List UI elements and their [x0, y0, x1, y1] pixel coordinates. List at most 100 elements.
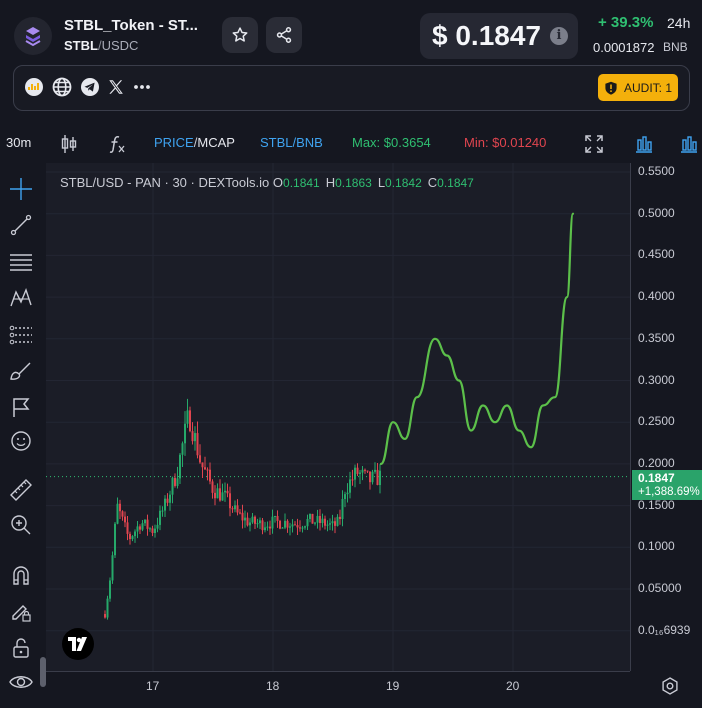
- indicators-button[interactable]: [106, 133, 128, 155]
- candle-body: [169, 494, 171, 503]
- x-tick-label: 20: [506, 679, 520, 693]
- trendline-tool[interactable]: [8, 212, 34, 238]
- favorite-button[interactable]: [222, 17, 258, 53]
- candle-body: [191, 431, 194, 442]
- candle-body: [174, 477, 176, 486]
- fullscreen-button[interactable]: [583, 133, 605, 155]
- candle-body: [371, 471, 374, 483]
- pair-toggle[interactable]: STBL/BNB: [260, 135, 323, 150]
- audit-label: AUDIT: 1: [623, 80, 672, 95]
- dextools-link[interactable]: [24, 77, 44, 97]
- candle-body: [369, 471, 371, 483]
- candle-body: [299, 527, 301, 529]
- share-button[interactable]: [266, 17, 302, 53]
- crosshair-icon: [10, 178, 32, 200]
- price-axis[interactable]: [630, 163, 702, 671]
- candle-body: [366, 470, 369, 472]
- candle-body: [349, 479, 351, 493]
- chart-legend: STBL/USD - PAN · 30 · DEXTools.io O 0.184…: [60, 175, 480, 190]
- interval-selector[interactable]: 30m: [6, 135, 32, 150]
- y-tick-label: 0.5500: [638, 164, 675, 178]
- expand-icon: [585, 135, 603, 153]
- candle-body: [184, 423, 186, 444]
- chart-toolbar: 30m PRICE/MCAP STBL/BNB Max: $0.3654 Min…: [0, 125, 702, 163]
- mcap-toggle-label: MCAP: [197, 135, 235, 150]
- candle-body: [136, 526, 139, 532]
- horizontal-lines-tool[interactable]: [8, 249, 34, 275]
- candle-body: [364, 469, 366, 471]
- candle-body: [254, 516, 256, 524]
- candle-body: [204, 467, 206, 470]
- x-icon: [109, 80, 123, 94]
- tradingview-logo[interactable]: [62, 628, 94, 660]
- chart-icon: [25, 78, 43, 96]
- telegram-link[interactable]: [80, 77, 100, 97]
- candle-body: [201, 462, 204, 468]
- annotation-tool[interactable]: [8, 394, 34, 420]
- candle-body: [234, 505, 236, 510]
- candle-body: [166, 498, 169, 503]
- price-toggle-label: PRICE: [154, 135, 194, 150]
- pair-separator: /: [97, 38, 102, 53]
- drawing-mode-tool[interactable]: [8, 598, 34, 624]
- zoom-in-icon: [11, 515, 31, 535]
- legend-title: STBL/USD - PAN · 30 · DEXTools.io: [60, 175, 270, 190]
- brush-tool[interactable]: [8, 358, 34, 384]
- globe-icon: [52, 77, 72, 97]
- y-tick-label: 0.0₁₆6939: [638, 622, 691, 637]
- magnet-tool[interactable]: [8, 562, 34, 588]
- y-tick-label: 0.2500: [638, 414, 675, 429]
- candle-body: [356, 467, 359, 474]
- candle-body: [139, 526, 141, 530]
- gear-icon: [662, 677, 678, 695]
- token-name: STBL_Token - ST...: [64, 17, 198, 34]
- more-icon: [134, 85, 150, 89]
- price-chart[interactable]: [46, 163, 630, 671]
- hide-drawings-tool[interactable]: [8, 669, 34, 695]
- candle-body: [246, 517, 249, 526]
- audit-button[interactable]: AUDIT: 1: [598, 74, 678, 101]
- more-links-button[interactable]: [132, 77, 152, 97]
- stbl-logo-icon: [25, 27, 41, 47]
- pattern-icon: [10, 288, 32, 307]
- ohlc-key: H: [325, 175, 336, 190]
- chart-layout-button-2[interactable]: [678, 133, 700, 155]
- price-mcap-toggle[interactable]: PRICE/MCAP: [154, 135, 235, 150]
- toggle-separator: /: [193, 135, 198, 150]
- candle-body: [251, 516, 254, 523]
- pattern-tool[interactable]: [8, 285, 34, 311]
- candle-body: [171, 477, 174, 495]
- time-axis[interactable]: [46, 671, 630, 708]
- candle-body: [189, 410, 191, 432]
- candle-body: [296, 525, 299, 528]
- candlestick-icon: [61, 135, 77, 153]
- x-link[interactable]: [106, 77, 126, 97]
- candle-body: [316, 515, 319, 523]
- ohlc-key: O: [272, 175, 284, 190]
- crosshair-tool[interactable]: [8, 176, 34, 202]
- candle-body: [226, 490, 229, 494]
- website-link[interactable]: [52, 77, 72, 97]
- chart-settings-button[interactable]: [661, 677, 679, 695]
- ohlc-value: 0.1842: [385, 176, 422, 190]
- candle-body: [149, 528, 151, 530]
- candle-body: [346, 492, 349, 495]
- candle-body: [131, 536, 134, 540]
- lock-drawings-tool[interactable]: [8, 635, 34, 661]
- candle-body: [146, 519, 149, 529]
- chart-area[interactable]: [46, 163, 630, 671]
- icons-tool[interactable]: [8, 428, 34, 454]
- chart-layout-button[interactable]: [633, 133, 655, 155]
- candle-body: [256, 523, 259, 525]
- candle-body: [121, 511, 124, 517]
- info-icon[interactable]: i: [550, 27, 568, 45]
- candle-body: [229, 493, 231, 509]
- fib-tool[interactable]: [8, 322, 34, 348]
- candle-body: [326, 524, 329, 526]
- tools-scrollbar[interactable]: [40, 657, 46, 687]
- candle-body: [269, 526, 271, 529]
- candle-type-button[interactable]: [58, 133, 80, 155]
- zoom-tool[interactable]: [8, 512, 34, 538]
- candle-body: [266, 526, 269, 528]
- measure-tool[interactable]: [8, 477, 34, 503]
